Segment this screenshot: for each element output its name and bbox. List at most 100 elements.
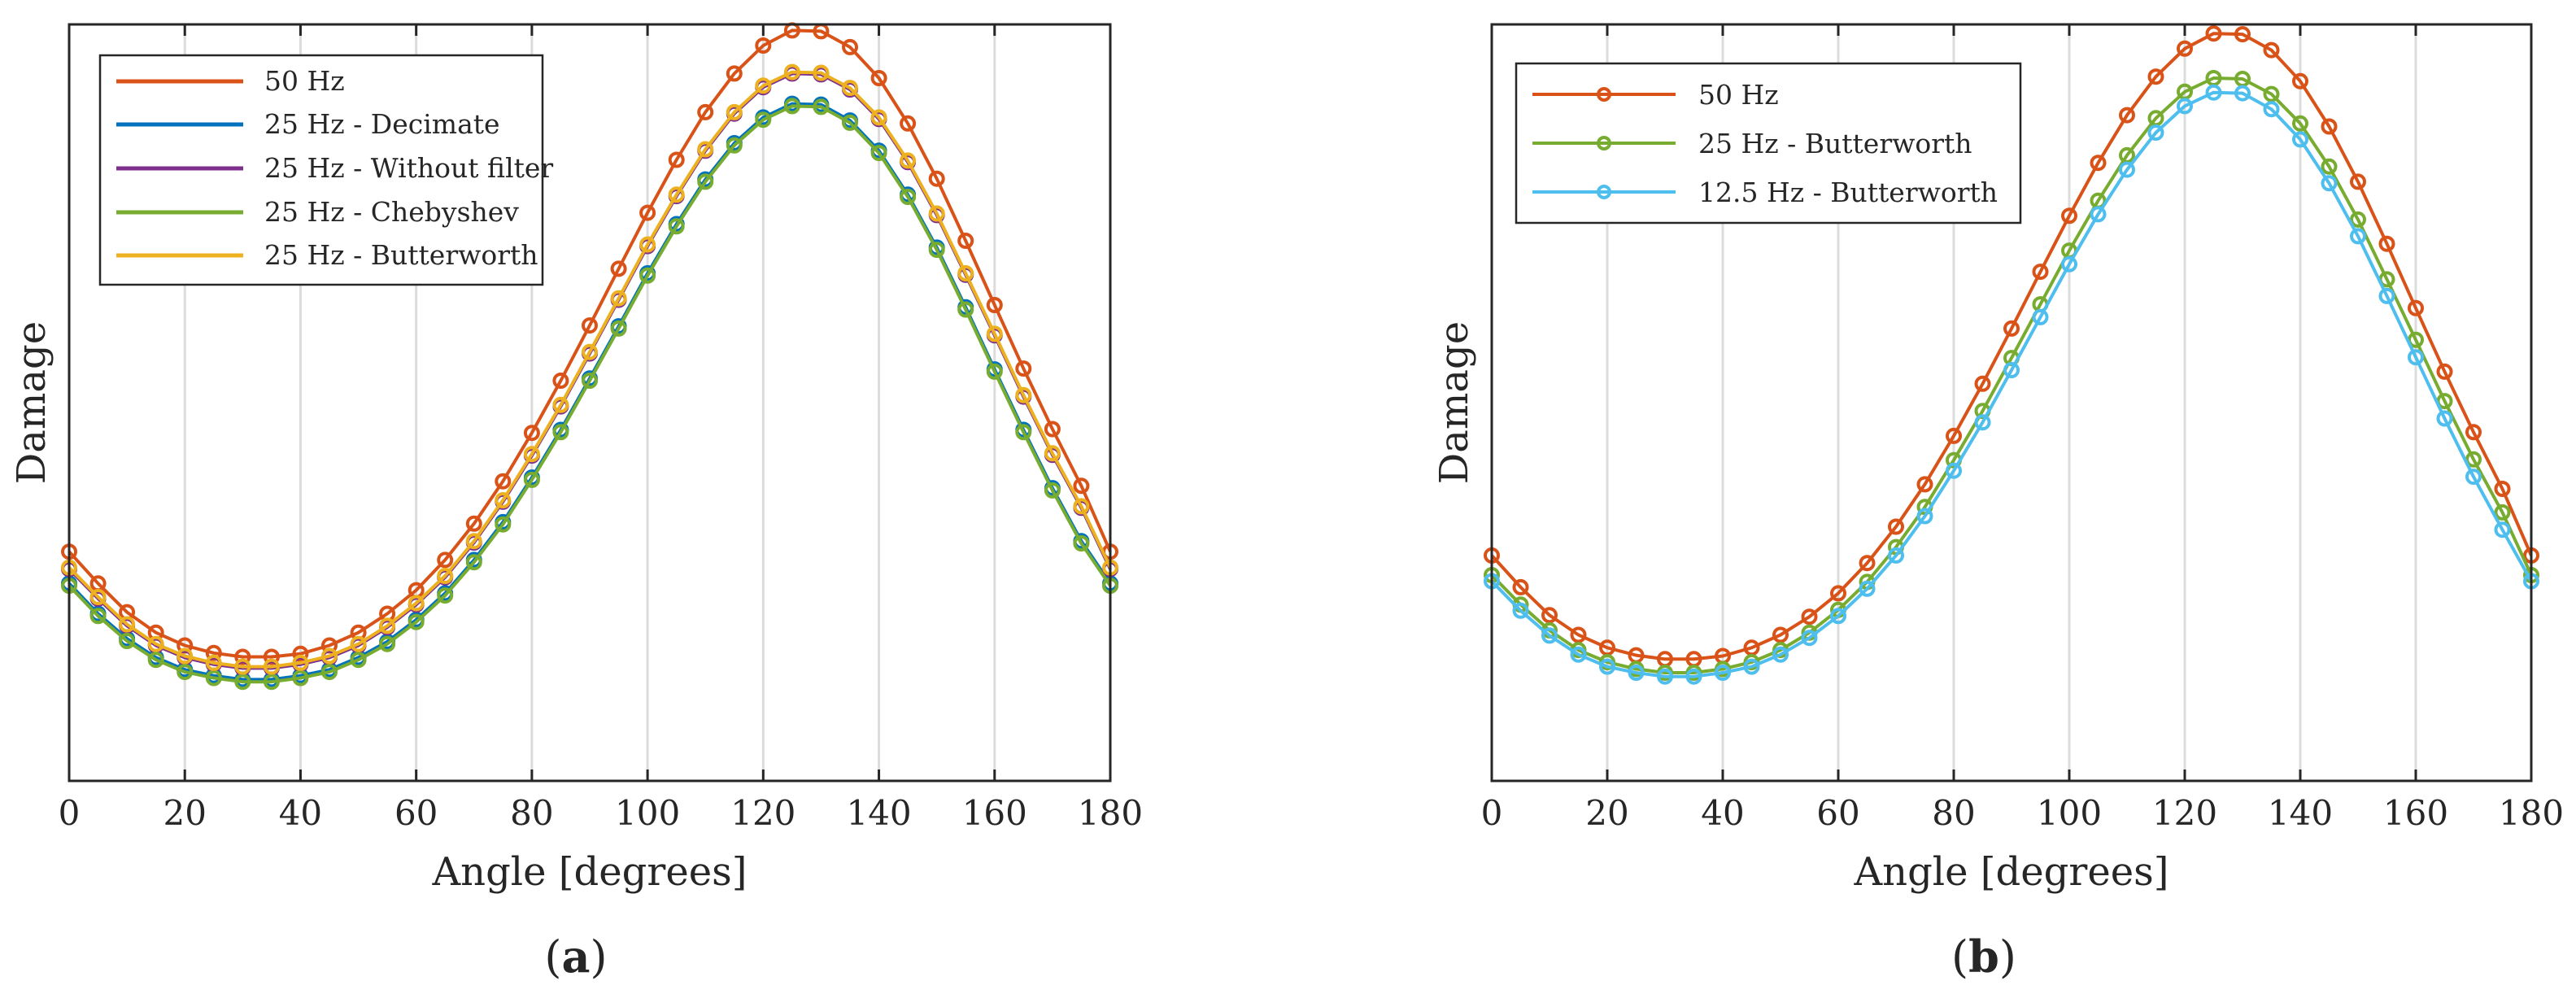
data-point-marker bbox=[2292, 72, 2308, 89]
legend-entry: 12.5 Hz - Butterworth bbox=[1532, 177, 1998, 208]
data-point-marker bbox=[292, 654, 309, 671]
data-point-marker bbox=[408, 613, 425, 630]
data-point-marker bbox=[2177, 98, 2193, 115]
x-tick-label: 180 bbox=[2499, 793, 2564, 833]
series-line bbox=[1490, 32, 2533, 661]
x-tick-label: 120 bbox=[730, 793, 795, 833]
data-point-marker bbox=[437, 587, 454, 604]
data-point-marker bbox=[755, 77, 772, 94]
legend-swatch-marker bbox=[1597, 185, 1611, 199]
data-point-marker bbox=[465, 515, 482, 532]
data-point-marker bbox=[2003, 320, 2020, 337]
data-point-marker bbox=[928, 170, 945, 187]
data-point-marker bbox=[523, 425, 540, 442]
data-point-marker bbox=[2494, 521, 2511, 538]
data-point-marker bbox=[495, 473, 512, 490]
data-point-marker bbox=[2061, 255, 2077, 272]
data-point-marker bbox=[1946, 427, 1962, 444]
legend-label: 25 Hz - Decimate bbox=[264, 108, 500, 140]
data-point-marker bbox=[1015, 386, 1032, 403]
data-point-marker bbox=[582, 317, 598, 334]
data-point-marker bbox=[1044, 445, 1061, 462]
caption-open-paren: ( bbox=[1951, 931, 1968, 983]
data-point-marker bbox=[1916, 476, 1933, 493]
data-point-marker bbox=[1073, 498, 1090, 515]
data-point-marker bbox=[321, 664, 338, 681]
data-point-marker bbox=[842, 38, 858, 55]
data-point-marker bbox=[783, 98, 800, 115]
data-point-marker bbox=[1044, 482, 1061, 499]
data-point-marker bbox=[350, 652, 367, 669]
data-point-marker bbox=[1801, 608, 1818, 626]
data-point-marker bbox=[2061, 207, 2077, 225]
data-point-marker bbox=[697, 103, 714, 120]
data-point-marker bbox=[2263, 41, 2280, 59]
data-point-marker bbox=[1570, 626, 1587, 643]
data-point-marker bbox=[2234, 26, 2251, 43]
data-point-marker bbox=[986, 325, 1003, 342]
data-point-marker bbox=[726, 65, 743, 82]
data-point-marker bbox=[2292, 115, 2308, 132]
data-point-marker bbox=[89, 608, 107, 625]
data-point-marker bbox=[668, 186, 685, 203]
data-point-marker bbox=[928, 205, 945, 222]
data-point-marker bbox=[2321, 118, 2338, 135]
chart-panel-b: 0 20 40 60 80 100 120 140 160 180 Angle [degrees]… bbox=[1432, 23, 2564, 983]
data-point-marker bbox=[2147, 68, 2164, 85]
data-point-marker bbox=[379, 617, 396, 634]
data-point-marker bbox=[465, 554, 482, 571]
legend: 50 Hz 25 Hz - Decimate 25 Hz - Without f… bbox=[98, 54, 553, 286]
data-point-marker bbox=[147, 635, 164, 652]
data-point-marker bbox=[292, 669, 309, 687]
data-point-marker bbox=[2321, 158, 2338, 175]
data-point-marker bbox=[2350, 211, 2366, 228]
data-point-marker bbox=[1743, 658, 1760, 675]
data-point-marker bbox=[813, 64, 830, 81]
data-point-marker bbox=[205, 669, 222, 687]
legend-label: 50 Hz bbox=[264, 65, 345, 97]
data-point-marker bbox=[668, 151, 685, 168]
data-point-marker bbox=[957, 265, 974, 281]
data-point-marker bbox=[639, 267, 656, 284]
data-point-marker bbox=[610, 320, 627, 337]
data-point-marker bbox=[2350, 173, 2366, 190]
data-point-marker bbox=[292, 645, 309, 662]
data-point-marker bbox=[263, 674, 280, 691]
data-point-marker bbox=[582, 343, 598, 360]
data-point-marker bbox=[263, 658, 280, 675]
data-point-marker bbox=[1015, 360, 1032, 377]
data-point-marker bbox=[668, 218, 685, 235]
caption-close-paren: ) bbox=[1999, 931, 2016, 983]
data-point-marker bbox=[2436, 363, 2453, 380]
data-point-marker bbox=[1974, 375, 1991, 392]
legend-label: 25 Hz - Butterworth bbox=[264, 239, 538, 271]
data-point-marker bbox=[263, 648, 280, 665]
data-point-marker bbox=[1541, 627, 1558, 644]
data-point-marker bbox=[2494, 504, 2511, 521]
legend-entry: 50 Hz bbox=[116, 65, 345, 97]
data-point-marker bbox=[900, 152, 917, 169]
data-point-marker bbox=[783, 63, 800, 81]
data-point-marker bbox=[2321, 175, 2338, 192]
legend-entry: 25 Hz - Butterworth bbox=[1532, 128, 1972, 159]
legend-entry: 25 Hz - Decimate bbox=[116, 108, 500, 140]
x-tick-label: 60 bbox=[394, 793, 438, 833]
series-line bbox=[68, 104, 1112, 684]
data-point-marker bbox=[321, 647, 338, 665]
data-point-marker bbox=[1073, 535, 1090, 551]
data-point-marker bbox=[870, 70, 887, 86]
caption-letter: b bbox=[1968, 931, 1999, 983]
data-point-marker bbox=[408, 595, 425, 612]
data-point-marker bbox=[1657, 668, 1673, 685]
data-point-marker bbox=[2205, 25, 2222, 42]
data-point-marker bbox=[523, 471, 540, 488]
data-point-marker bbox=[379, 635, 396, 652]
x-tick-label: 100 bbox=[2037, 793, 2102, 833]
data-point-marker bbox=[2292, 131, 2308, 148]
data-point-marker bbox=[119, 616, 136, 633]
legend-entry: 25 Hz - Chebyshev bbox=[116, 196, 519, 228]
data-point-marker bbox=[1044, 421, 1061, 438]
data-point-marker bbox=[1541, 607, 1558, 624]
legend-entry: 25 Hz - Without filter bbox=[116, 152, 553, 184]
x-tick-label: 0 bbox=[59, 793, 81, 833]
